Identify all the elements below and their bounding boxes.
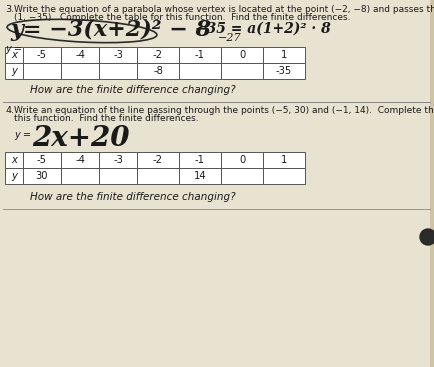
Text: -3: -3	[113, 50, 123, 60]
Bar	[263, 168, 305, 184]
Bar	[5, 168, 23, 184]
Text: -5: -5	[37, 155, 47, 165]
Text: -4: -4	[75, 155, 85, 165]
Text: x: x	[11, 155, 17, 165]
Text: 0: 0	[239, 155, 245, 165]
Text: x: x	[11, 50, 17, 60]
Bar	[5, 47, 23, 63]
Bar	[179, 168, 221, 184]
Bar	[23, 63, 61, 79]
Bar	[99, 47, 137, 63]
Text: 3.: 3.	[5, 5, 14, 14]
Text: (1, −35).  Complete the table for this function.  Find the finite differences.: (1, −35). Complete the table for this fu…	[14, 13, 351, 22]
Text: 0: 0	[239, 50, 245, 60]
Text: y: y	[11, 66, 17, 76]
Bar	[179, 63, 221, 79]
Bar	[263, 63, 305, 79]
Text: 1: 1	[281, 155, 287, 165]
Text: y =: y =	[14, 130, 31, 140]
Bar	[221, 63, 263, 79]
Circle shape	[420, 229, 434, 245]
Text: −27: −27	[218, 33, 242, 43]
Text: 30: 30	[36, 171, 48, 181]
Text: -5: -5	[37, 50, 47, 60]
Bar	[99, 152, 137, 168]
Text: 1: 1	[281, 50, 287, 60]
Text: How are the finite difference changing?: How are the finite difference changing?	[30, 85, 236, 95]
Text: Write an equation of the line passing through the points (−5, 30) and (−1, 14). : Write an equation of the line passing th…	[14, 106, 434, 115]
Text: -1: -1	[195, 50, 205, 60]
Bar	[137, 152, 179, 168]
Text: -2: -2	[153, 155, 163, 165]
Bar	[263, 152, 305, 168]
Text: 4.: 4.	[5, 106, 14, 115]
Bar	[5, 152, 23, 168]
Text: -4: -4	[75, 50, 85, 60]
Bar	[99, 63, 137, 79]
Text: -3: -3	[113, 155, 123, 165]
Bar	[61, 152, 99, 168]
Bar	[263, 47, 305, 63]
Bar	[23, 152, 61, 168]
Bar	[23, 47, 61, 63]
Text: -35: -35	[276, 66, 292, 76]
Text: −35 = a(1+2)² · 8: −35 = a(1+2)² · 8	[195, 22, 331, 36]
Bar	[61, 47, 99, 63]
Bar	[23, 168, 61, 184]
Bar	[137, 168, 179, 184]
Text: -1: -1	[195, 155, 205, 165]
Bar	[137, 47, 179, 63]
Text: Write the equation of a parabola whose vertex is located at the point (−2, −8) a: Write the equation of a parabola whose v…	[14, 5, 434, 14]
Bar	[5, 63, 23, 79]
Text: y: y	[11, 171, 17, 181]
Text: this function.  Find the finite differences.: this function. Find the finite differenc…	[14, 114, 199, 123]
Text: How are the finite difference changing?: How are the finite difference changing?	[30, 192, 236, 202]
Bar	[221, 152, 263, 168]
Text: -2: -2	[153, 50, 163, 60]
Text: 14: 14	[194, 171, 206, 181]
Bar	[221, 47, 263, 63]
Text: -8: -8	[153, 66, 163, 76]
Bar	[179, 47, 221, 63]
Bar	[179, 152, 221, 168]
Text: y =: y =	[5, 44, 22, 54]
Bar	[99, 168, 137, 184]
Text: 2x+20: 2x+20	[32, 125, 129, 152]
Bar	[61, 63, 99, 79]
Text: y= −3(x+2)² − 8: y= −3(x+2)² − 8	[10, 19, 211, 41]
Bar	[137, 63, 179, 79]
Bar	[61, 168, 99, 184]
Bar	[221, 168, 263, 184]
